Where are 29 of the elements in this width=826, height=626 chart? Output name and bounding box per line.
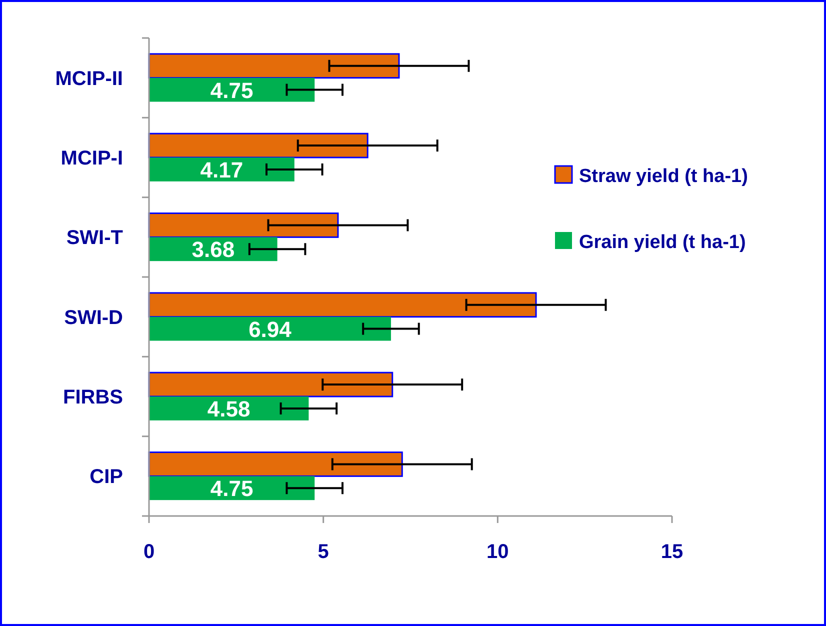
y-tick-label: FIRBS — [63, 386, 123, 408]
bar — [149, 158, 294, 182]
legend-label: Grain yield (t ha-1) — [579, 232, 746, 253]
y-tick-label: MCIP-II — [55, 68, 123, 90]
data-label: 4.58 — [207, 396, 250, 422]
x-tick-label: 5 — [318, 541, 329, 563]
data-label: 6.94 — [248, 316, 292, 342]
bar — [149, 78, 315, 102]
data-label: 4.75 — [210, 476, 254, 502]
bar — [148, 53, 400, 79]
y-tick-label: MCIP-I — [60, 148, 123, 170]
y-tick-label: SWI-D — [64, 306, 123, 329]
y-tick-label: SWI-T — [66, 227, 123, 250]
data-label: 3.68 — [192, 237, 235, 262]
bar — [148, 212, 339, 238]
x-tick-label: 15 — [660, 541, 684, 563]
x-tick-label: 0 — [143, 541, 155, 563]
data-label: 4.17 — [200, 157, 244, 182]
bar — [148, 452, 403, 477]
bar — [149, 396, 309, 420]
x-tick-label: 10 — [486, 541, 509, 563]
bar — [148, 132, 368, 158]
data-label: 4.75 — [210, 78, 254, 103]
legend-label: Straw yield (t ha-1) — [579, 166, 748, 187]
bar — [148, 372, 394, 398]
bar — [148, 292, 537, 318]
bar — [149, 476, 315, 500]
bar — [149, 316, 391, 341]
y-tick-label: CIP — [90, 466, 123, 488]
